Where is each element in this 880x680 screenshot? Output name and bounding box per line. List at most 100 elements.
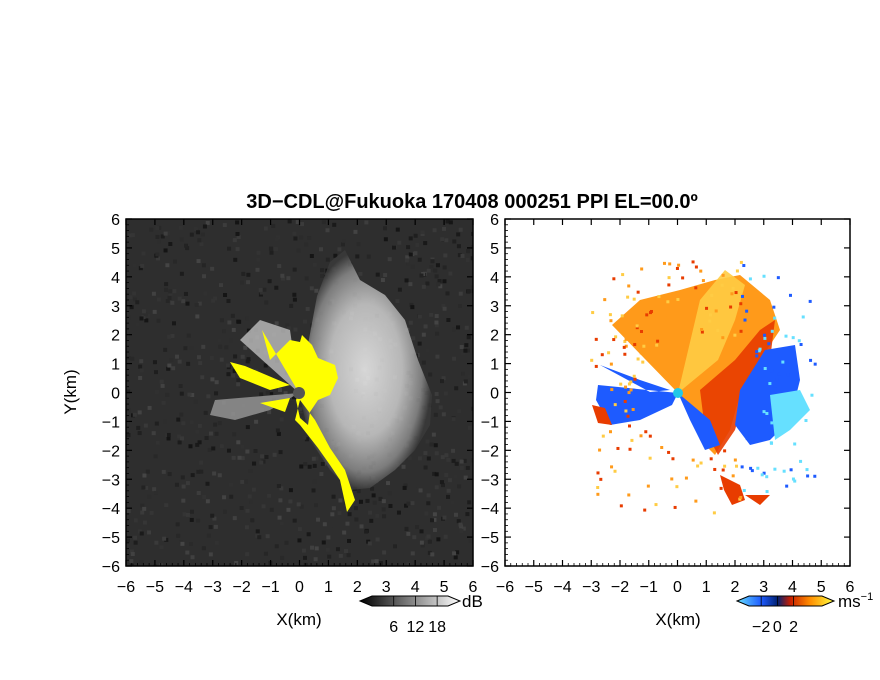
noise-pixel — [307, 236, 312, 241]
velocity-speckle-pixel — [735, 269, 739, 273]
velocity-speckle-pixel — [709, 457, 713, 461]
velocity-speckle-pixel — [770, 329, 774, 333]
noise-pixel — [306, 532, 311, 537]
noise-pixel — [442, 265, 447, 270]
noise-pixel — [164, 537, 169, 542]
velocity-speckle-pixel — [742, 264, 746, 268]
velocity-speckle-pixel — [739, 260, 743, 264]
velocity-speckle-pixel — [590, 358, 594, 362]
noise-pixel — [224, 345, 229, 350]
noise-pixel — [423, 451, 428, 456]
noise-pixel — [296, 248, 301, 253]
noise-pixel — [314, 503, 319, 508]
noise-pixel — [222, 509, 227, 514]
noise-pixel — [199, 460, 204, 465]
velocity-x-tick-label: 3 — [759, 579, 768, 596]
noise-pixel — [269, 507, 274, 512]
noise-pixel — [239, 505, 244, 510]
noise-pixel — [202, 494, 207, 499]
noise-pixel — [409, 302, 414, 307]
velocity-speckle-pixel — [799, 343, 803, 347]
noise-pixel — [208, 552, 213, 557]
noise-pixel — [433, 268, 438, 273]
noise-pixel — [155, 440, 160, 445]
noise-pixel — [196, 230, 201, 235]
noise-pixel — [265, 390, 270, 395]
noise-pixel — [226, 298, 231, 303]
noise-pixel — [267, 410, 272, 415]
noise-pixel — [381, 507, 386, 512]
noise-pixel — [210, 266, 215, 271]
noise-pixel — [132, 412, 137, 417]
noise-pixel — [231, 455, 236, 460]
noise-pixel — [440, 379, 445, 384]
noise-pixel — [251, 487, 256, 492]
noise-pixel — [181, 421, 186, 426]
velocity-speckle-pixel — [716, 328, 720, 332]
noise-pixel — [155, 252, 160, 257]
noise-pixel — [297, 527, 302, 532]
noise-pixel — [406, 245, 411, 250]
noise-pixel — [455, 550, 460, 555]
noise-pixel — [331, 506, 336, 511]
noise-pixel — [419, 273, 424, 278]
reflectivity-y-tick-label: 2 — [111, 328, 120, 345]
noise-pixel — [219, 357, 224, 362]
velocity-speckle-pixel — [632, 374, 636, 378]
reflectivity-colorbar-tick-label: 6 — [389, 619, 398, 636]
noise-pixel — [434, 274, 439, 279]
noise-pixel — [432, 228, 437, 233]
noise-pixel — [432, 512, 437, 517]
noise-pixel — [151, 291, 156, 296]
noise-pixel — [451, 448, 456, 453]
velocity-speckle-pixel — [721, 273, 725, 277]
noise-pixel — [163, 347, 168, 352]
noise-pixel — [138, 364, 143, 369]
velocity-colorbar-tick-label: 2 — [789, 619, 798, 636]
velocity-speckle-pixel — [770, 369, 774, 373]
noise-pixel — [179, 271, 184, 276]
velocity-speckle-pixel — [723, 449, 727, 453]
velocity-speckle-pixel — [808, 299, 812, 303]
noise-pixel — [240, 479, 245, 484]
velocity-speckle-pixel — [620, 314, 624, 318]
reflectivity-y-tick-label: 4 — [111, 270, 120, 287]
noise-pixel — [429, 264, 434, 269]
noise-pixel — [408, 236, 413, 241]
noise-pixel — [245, 552, 250, 557]
noise-pixel — [383, 237, 388, 242]
noise-pixel — [456, 519, 461, 524]
velocity-speckle-pixel — [629, 388, 633, 392]
noise-pixel — [408, 252, 413, 257]
noise-pixel — [163, 248, 168, 253]
velocity-speckle-pixel — [666, 300, 670, 304]
noise-pixel — [443, 391, 448, 396]
noise-pixel — [179, 412, 184, 417]
noise-pixel — [130, 233, 135, 238]
noise-pixel — [213, 524, 218, 529]
velocity-speckle-pixel — [623, 399, 627, 403]
noise-pixel — [257, 535, 262, 540]
noise-pixel — [126, 408, 131, 413]
noise-pixel — [127, 315, 132, 320]
noise-pixel — [413, 251, 418, 256]
noise-pixel — [179, 237, 184, 242]
velocity-colorbar-tick-label: −2 — [752, 619, 770, 636]
velocity-speckle-pixel — [675, 485, 679, 489]
noise-pixel — [176, 417, 181, 422]
noise-pixel — [163, 231, 168, 236]
noise-pixel — [467, 374, 472, 379]
noise-pixel — [231, 373, 236, 378]
velocity-speckle-pixel — [599, 477, 603, 481]
velocity-speckle-pixel — [675, 266, 679, 270]
noise-pixel — [190, 393, 195, 398]
velocity-x-tick-label: −1 — [640, 579, 658, 596]
noise-pixel — [461, 526, 466, 531]
velocity-speckle-pixel — [619, 382, 623, 386]
noise-pixel — [147, 405, 152, 410]
noise-pixel — [457, 253, 462, 258]
velocity-speckle-pixel — [699, 269, 703, 273]
velocity-speckle-pixel — [700, 328, 704, 332]
noise-pixel — [440, 237, 445, 242]
velocity-speckle-pixel — [612, 338, 616, 342]
